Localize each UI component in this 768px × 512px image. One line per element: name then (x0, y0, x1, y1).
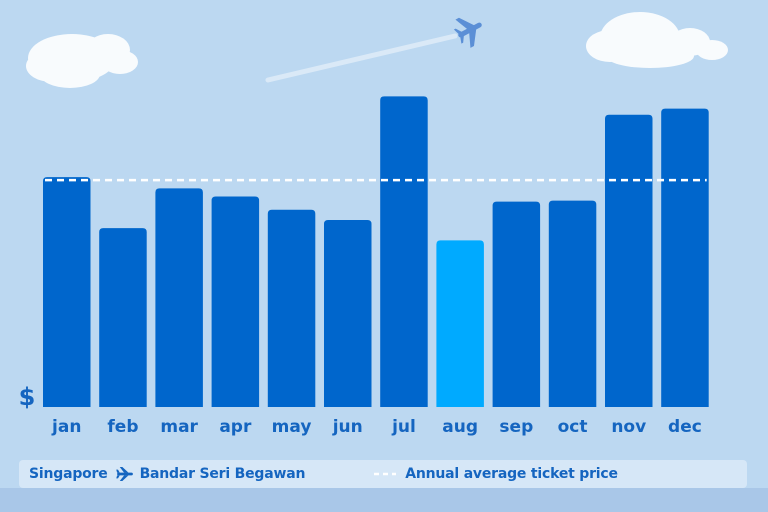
bars-group (43, 96, 709, 408)
legend-origin: Singapore (29, 466, 108, 482)
x-tick-label-aug: aug (442, 417, 478, 437)
contrail (265, 33, 458, 83)
x-tick-label-mar: mar (160, 417, 198, 437)
x-tick-label-may: may (272, 417, 312, 437)
bar-jul (380, 96, 428, 407)
bar-dec (661, 108, 709, 408)
bar-jun (324, 219, 372, 407)
x-tick-label-jul: jul (391, 417, 416, 437)
bar-apr (211, 196, 260, 407)
bar-mar (155, 188, 203, 407)
legend-average-label: Annual average ticket price (405, 466, 618, 482)
bar-sep (492, 201, 541, 407)
x-tick-label-sep: sep (499, 417, 533, 437)
bar-aug (436, 240, 484, 407)
airplane-icon (115, 467, 134, 481)
x-tick-label-jan: jan (51, 417, 81, 437)
legend: Singapore Bandar Seri Begawan Annual ave… (19, 460, 747, 488)
bar-nov (605, 114, 653, 408)
bar-may (267, 209, 316, 407)
cloud-left-icon (26, 34, 138, 88)
bar-oct (548, 200, 597, 407)
x-tick-label-oct: oct (558, 417, 588, 437)
footer-band (0, 488, 768, 512)
legend-destination: Bandar Seri Begawan (139, 466, 306, 482)
cloud-right-icon (586, 12, 728, 68)
x-tick-label-apr: apr (219, 417, 252, 437)
y-axis-label: $ (19, 383, 36, 411)
dashed-line-icon (373, 471, 397, 477)
x-tick-label-feb: feb (107, 417, 138, 437)
bar-feb (99, 228, 147, 407)
x-axis-labels: jan feb mar apr may jun jul aug sep oct nov dec (51, 417, 702, 437)
airplane-sky-icon (453, 17, 482, 48)
x-tick-label-nov: nov (611, 417, 646, 437)
x-tick-label-jun: jun (332, 417, 363, 437)
bar-jan (43, 177, 91, 407)
x-tick-label-dec: dec (668, 417, 702, 437)
